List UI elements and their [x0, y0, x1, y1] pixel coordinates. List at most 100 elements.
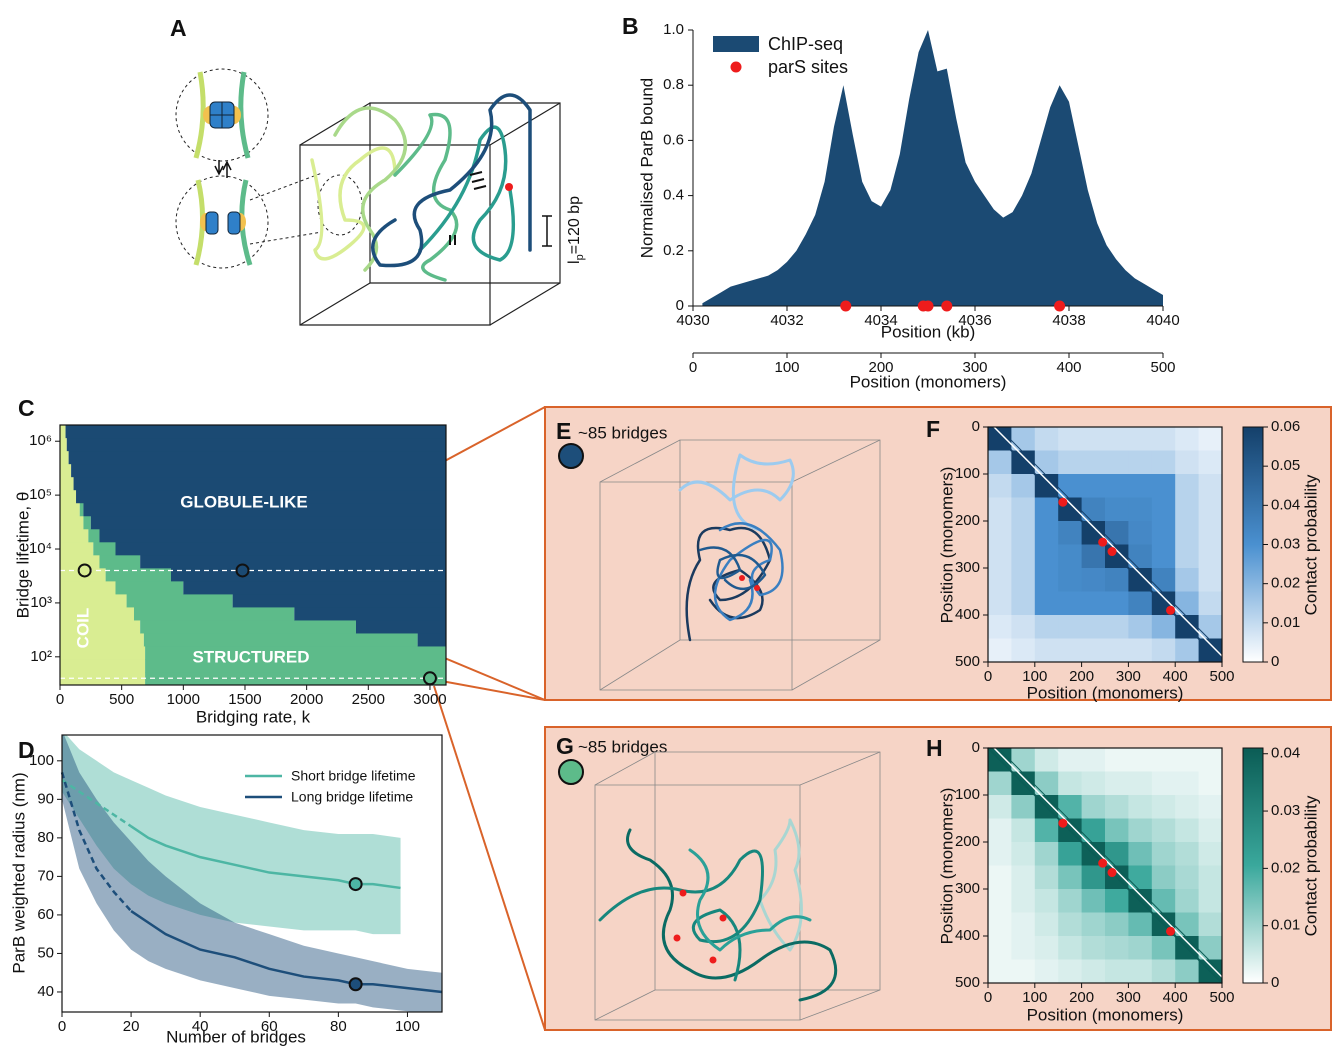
x-tick-label: 0 [984, 668, 992, 685]
pars-site [923, 301, 934, 312]
coil-region [60, 503, 80, 517]
contact-cell [1105, 474, 1129, 498]
pars-site [840, 301, 851, 312]
contact-cell [988, 772, 1012, 796]
contact-cell [1035, 639, 1059, 663]
legend-swatch [713, 36, 759, 52]
y-tick-label: 10⁶ [29, 432, 52, 449]
contact-cell [988, 819, 1012, 843]
contact-cell [1105, 427, 1129, 451]
y-tick-label: 0.6 [663, 131, 684, 148]
contact-cell [1011, 866, 1035, 890]
contact-cell [1035, 960, 1059, 984]
contact-cell [1035, 866, 1059, 890]
globule-region [67, 438, 446, 452]
contact-cell [1011, 819, 1035, 843]
contact-cell [1152, 545, 1176, 569]
contact-cell [1152, 960, 1176, 984]
contact-cell [988, 615, 1012, 639]
contact-cell [1058, 889, 1082, 913]
legend-label: ChIP-seq [768, 34, 843, 54]
coil-region [60, 529, 88, 543]
globule-region [418, 633, 446, 646]
y-tick-label: 0 [676, 297, 684, 314]
contact-cell [1058, 960, 1082, 984]
contact-cell [988, 913, 1012, 937]
y-axis-label: Position (monomers) [937, 788, 956, 945]
structured-region [80, 503, 84, 517]
contact-cell [1035, 819, 1059, 843]
y-tick-label: 70 [37, 867, 54, 884]
contact-cell [1152, 427, 1176, 451]
colorbar-tick-label: 0.03 [1271, 802, 1300, 819]
colorbar-label: Contact probability [1301, 795, 1320, 936]
contact-cell [988, 795, 1012, 819]
x-tick-label: 300 [1116, 668, 1141, 685]
structured-region [134, 607, 294, 621]
contact-cell [1175, 427, 1199, 451]
colorbar-tick-label: 0.02 [1271, 575, 1300, 592]
globule-region [356, 620, 446, 634]
globule-region [183, 581, 446, 595]
contact-cell [988, 936, 1012, 960]
pars-site [1166, 606, 1175, 615]
contact-cell [1152, 819, 1176, 843]
globule-region [66, 425, 446, 438]
contact-cell [1035, 913, 1059, 937]
contact-cell [1152, 936, 1176, 960]
y-tick-label: 500 [955, 653, 980, 670]
contact-cell [1011, 545, 1035, 569]
y-tick-label: 200 [955, 833, 980, 850]
contact-cell [1058, 615, 1082, 639]
coil-region [60, 451, 69, 465]
y-tick-label: 500 [955, 974, 980, 991]
pars-site [1058, 498, 1067, 507]
panel-letter: G [556, 733, 574, 759]
contact-cell [1011, 795, 1035, 819]
contact-cell [1175, 474, 1199, 498]
pars-site [1108, 868, 1117, 877]
contact-cell [1058, 451, 1082, 475]
x-tick-label: 500 [1150, 359, 1175, 376]
lp-text: =120 bp [566, 196, 583, 254]
contact-cell [1175, 639, 1199, 663]
y-tick-label: 10² [30, 648, 52, 665]
contact-cell [1199, 592, 1223, 616]
region-label: STRUCTURED [192, 647, 309, 666]
contact-cell [988, 521, 1012, 545]
y-tick-label: 40 [37, 983, 54, 1000]
contact-cell [1082, 568, 1106, 592]
contact-cell [1128, 615, 1152, 639]
contact-cell [1199, 451, 1223, 475]
contact-cell [1128, 842, 1152, 866]
contact-cell [1035, 936, 1059, 960]
figure: A lp=120 bp E ~85 bridges G ~85 bridges [0, 0, 1332, 1047]
x-tick-label: 100 [1022, 989, 1047, 1006]
contact-cell [1082, 748, 1106, 772]
legend-marker [731, 62, 742, 73]
highlight-marker [350, 978, 362, 990]
x-tick-label: 4040 [1146, 312, 1179, 329]
x-tick-label: 300 [1116, 989, 1141, 1006]
contact-cell [1058, 545, 1082, 569]
x2-axis-label: Position (monomers) [850, 372, 1007, 391]
panel-letter: C [18, 395, 35, 421]
contact-cell [1152, 639, 1176, 663]
contact-cell [1199, 498, 1223, 522]
coil-region [60, 464, 71, 478]
contact-cell [1152, 521, 1176, 545]
contact-cell [1199, 545, 1223, 569]
contact-cell [1011, 498, 1035, 522]
x-tick-label: 4038 [1052, 312, 1085, 329]
x-tick-label: 500 [109, 691, 134, 708]
contact-cell [1082, 889, 1106, 913]
y-tick-label: 0.4 [663, 187, 684, 204]
contact-cell [1175, 889, 1199, 913]
contact-cell [1152, 474, 1176, 498]
x-tick-label: 2500 [352, 691, 385, 708]
contact-cell [1175, 819, 1199, 843]
colorbar-tick-label: 0 [1271, 974, 1279, 991]
coil-region [60, 659, 145, 673]
structured-region [144, 633, 418, 646]
coil-region [60, 425, 66, 438]
